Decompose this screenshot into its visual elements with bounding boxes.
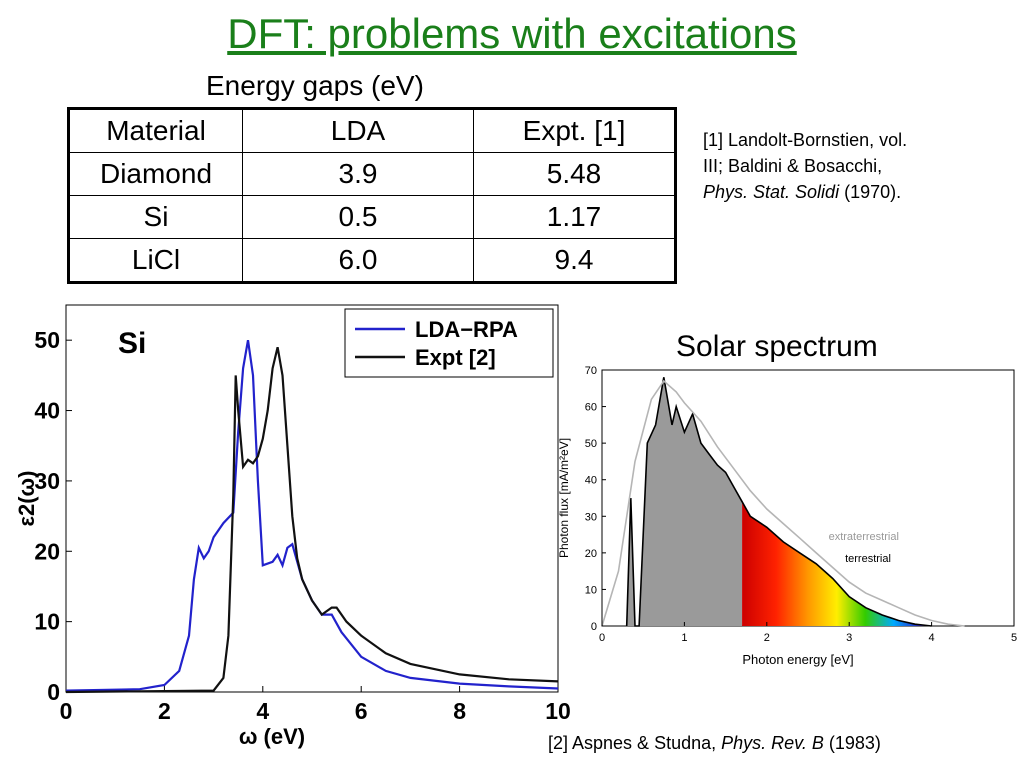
table-cell: Si <box>68 195 243 239</box>
table-row: Si 0.5 1.17 <box>68 195 676 239</box>
series-line-terrestrial <box>625 377 932 627</box>
legend-box <box>344 308 554 378</box>
reference-2-prefix: [2] Aspnes & Studna, <box>548 733 717 753</box>
table-cell: 5.48 <box>473 152 676 196</box>
y-tick-label: 50 <box>34 327 60 353</box>
table-header-cell: Expt. [1] <box>473 108 676 153</box>
y-tick-label: 70 <box>585 365 597 377</box>
table-row: Diamond 3.9 5.48 <box>68 152 676 196</box>
y-tick-label: 40 <box>585 475 597 487</box>
y-tick-label: 30 <box>585 511 597 523</box>
y-tick-label: 10 <box>585 584 597 596</box>
table-cell: 9.4 <box>473 238 676 283</box>
table-row: LiCl 6.0 9.4 <box>68 238 676 283</box>
energy-gap-table: Material LDA Expt. [1] Diamond 3.9 5.48 … <box>67 107 677 284</box>
x-tick-label: 4 <box>929 632 935 644</box>
reference-2-year: (1983) <box>828 733 881 753</box>
x-tick-label: 3 <box>846 632 852 644</box>
terrestrial-ir-area <box>626 377 743 626</box>
si-dielectric-chart: 0 2 4 6 8 10 0 10 20 30 40 50 ω (eV) ε2(ω) Si LDA−RPA Ex… <box>14 304 571 749</box>
x-tick-label: 1 <box>681 632 687 644</box>
chart-title: Si <box>118 327 146 360</box>
x-tick-label: 8 <box>453 698 466 724</box>
y-tick-label: 20 <box>585 548 597 560</box>
y-tick-label: 60 <box>585 402 597 414</box>
annotation-extraterrestrial: extraterrestrial <box>829 531 899 543</box>
y-tick-label: 30 <box>34 468 60 494</box>
table-cell: 3.9 <box>242 152 474 196</box>
table-header-cell: LDA <box>242 108 474 153</box>
legend-label: LDA−RPA <box>415 317 518 342</box>
table-cell: 0.5 <box>242 195 474 239</box>
series-line-extraterrestrial <box>601 379 965 627</box>
table-header-cell: Material <box>68 108 243 153</box>
y-axis-label: Photon flux [mA/m²eV] <box>557 438 571 558</box>
solar-spectrum-title: Solar spectrum <box>676 330 878 363</box>
x-tick-label: 0 <box>60 698 73 724</box>
x-tick-label: 10 <box>545 698 571 724</box>
reference-1: [1] Landolt-Bornstien, vol. III; Baldini… <box>703 127 1003 205</box>
x-tick-label: 0 <box>599 632 605 644</box>
series-line-lda-rpa <box>65 340 559 692</box>
reference-1-journal: Phys. Stat. Solidi <box>703 182 840 202</box>
reference-1-line3: Phys. Stat. Solidi (1970). <box>703 179 1003 205</box>
table-cell: Diamond <box>68 152 243 196</box>
x-tick-label: 2 <box>158 698 171 724</box>
table-cell: 1.17 <box>473 195 676 239</box>
table-header-row: Material LDA Expt. [1] <box>68 108 676 153</box>
y-tick-label: 10 <box>34 609 60 635</box>
x-axis-label: Photon energy [eV] <box>742 652 853 667</box>
table-cell: LiCl <box>68 238 243 283</box>
y-tick-label: 0 <box>591 621 597 633</box>
y-tick-label: 0 <box>47 679 60 705</box>
table-caption: Energy gaps (eV) <box>206 70 424 101</box>
x-tick-label: 6 <box>355 698 368 724</box>
terrestrial-visible-area <box>742 501 932 626</box>
series-line-expt <box>65 346 559 694</box>
reference-2: [2] Aspnes & Studna, Phys. Rev. B (1983) <box>548 733 881 754</box>
slide-title: DFT: problems with excitations <box>227 10 797 57</box>
reference-1-line1: [1] Landolt-Bornstien, vol. <box>703 130 908 150</box>
x-tick-label: 4 <box>256 698 269 724</box>
reference-1-year: (1970). <box>844 182 902 202</box>
annotation-terrestrial: terrestrial <box>845 553 891 565</box>
legend-label: Expt [2] <box>415 345 496 370</box>
y-axis-label: ε2(ω) <box>14 471 39 527</box>
reference-1-line2: III; Baldini & Bosacchi, <box>703 156 883 176</box>
x-tick-label: 2 <box>764 632 770 644</box>
y-tick-label: 20 <box>34 538 60 564</box>
x-tick-label: 5 <box>1011 632 1017 644</box>
y-tick-label: 40 <box>34 398 60 424</box>
x-axis-label: ω (eV) <box>239 724 305 749</box>
y-tick-label: 50 <box>585 438 597 450</box>
table-cell: 6.0 <box>242 238 474 283</box>
reference-2-journal: Phys. Rev. B <box>721 733 824 753</box>
